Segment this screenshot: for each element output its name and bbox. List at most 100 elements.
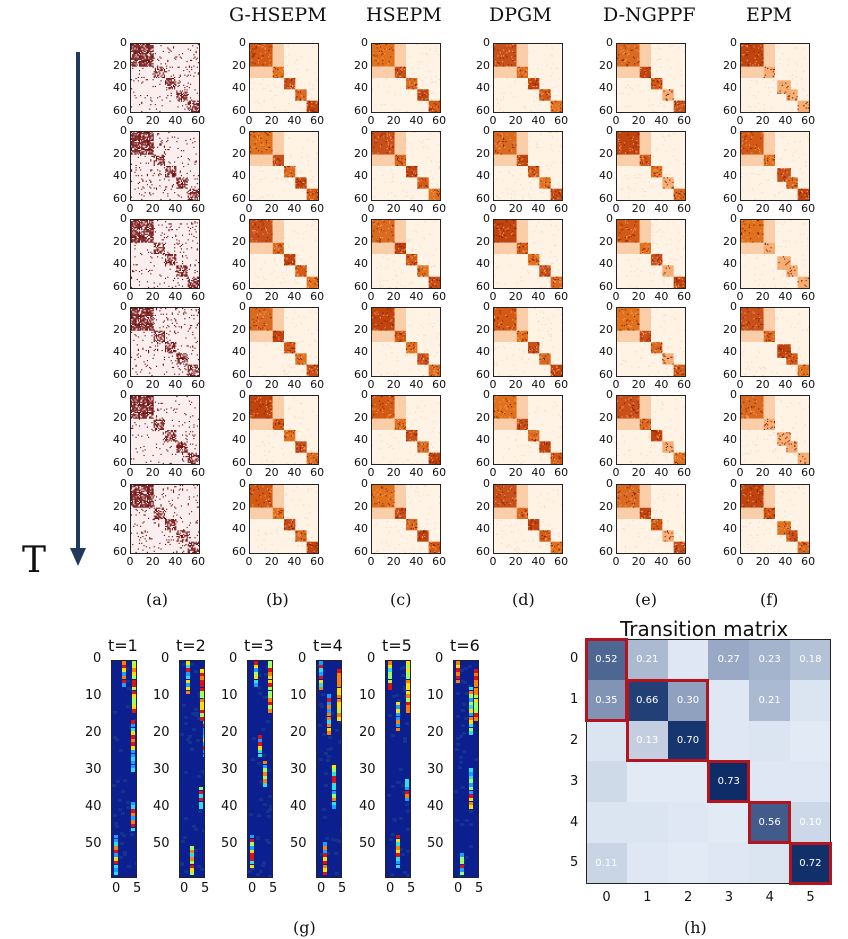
panel-y-tick: 20 [113,234,127,248]
panel-x-tick: 0 [126,555,134,568]
strip-y-tick: 30 [221,762,238,777]
panel-y-tick: 40 [476,81,490,95]
panel-y-tick: 20 [113,499,127,513]
panel-y-tick: 60 [723,456,737,470]
panel-y-tick: 40 [723,81,737,95]
panel-y-tick: 0 [606,124,613,137]
panel-x-tick: 40 [654,378,669,391]
adjacency-panel [371,43,441,113]
panel-x-tick: 20 [264,466,279,479]
panel-y-tick: 40 [232,345,246,359]
panel-x-tick: 20 [508,466,523,479]
strip-y-tick: 30 [290,762,307,777]
strip-y-tick: 40 [221,799,238,814]
strip-x-tick: 5 [133,881,142,896]
panel-y-tick: 60 [113,192,127,206]
transition-cell [708,679,750,721]
panel-x-tick: 20 [145,555,160,568]
panel-x-tick: 20 [145,290,160,303]
adjacency-panel [130,131,200,201]
panel-x-tick: 40 [778,290,793,303]
transition-cell [667,802,709,843]
panel-y-tick: 60 [599,368,613,382]
panel-x-tick: 40 [168,378,183,391]
highlight-box [748,801,791,844]
strip-y-tick: 10 [359,688,376,703]
panel-x-tick: 20 [755,466,770,479]
adjacency-panel [130,307,200,377]
strip-y-tick: 0 [93,651,102,666]
strip-y-tick: 30 [85,762,102,777]
panel-y-tick: 40 [723,345,737,359]
transition-cell [586,761,627,803]
panel-y-tick: 20 [723,499,737,513]
panel-y-tick: 0 [483,477,490,490]
panel-y-tick: 0 [120,212,127,225]
transition-cell [749,761,790,803]
strip-x-tick: 0 [248,881,257,896]
tm-x-tick: 1 [643,889,652,905]
panel-y-tick: 40 [476,433,490,447]
panel-x-tick: 0 [245,290,253,303]
column-header-hsepm: HSEPM [366,4,442,26]
strip-y-tick: 50 [290,836,307,851]
strip-x-tick: 0 [180,881,189,896]
panel-y-tick: 40 [232,81,246,95]
adjacency-panel [130,395,200,465]
panel-x-tick: 0 [736,555,744,568]
strip-y-tick: 40 [359,799,376,814]
strip-y-tick: 50 [359,836,376,851]
strip-y-tick: 20 [153,725,170,740]
panel-y-tick: 20 [599,410,613,424]
transition-cell: 0.11 [586,843,627,884]
transition-cell [790,761,831,803]
panel-y-tick: 0 [730,124,737,137]
panel-y-tick: 60 [232,192,246,206]
adjacency-panel [249,131,319,201]
strip-y-tick: 0 [367,651,376,666]
panel-y-tick: 0 [606,300,613,313]
panel-y-tick: 40 [723,169,737,183]
transition-cell: 0.21 [749,679,790,721]
panel-y-tick: 60 [232,456,246,470]
strip-y-tick: 20 [290,725,307,740]
panel-x-tick: 20 [386,555,401,568]
panel-x-tick: 40 [778,202,793,215]
adjacency-panel [493,219,563,289]
panel-x-tick: 20 [631,555,646,568]
transition-cell [586,720,627,762]
panel-y-tick: 20 [232,146,246,160]
panel-x-tick: 20 [264,555,279,568]
sublabel-e: (e) [635,590,657,609]
panel-y-tick: 40 [354,433,368,447]
panel-x-tick: 0 [245,378,253,391]
panel-y-tick: 60 [476,456,490,470]
panel-y-tick: 40 [599,257,613,271]
panel-y-tick: 20 [723,146,737,160]
panel-x-tick: 60 [432,466,447,479]
panel-x-tick: 20 [264,378,279,391]
tm-y-tick: 1 [570,692,579,708]
panel-y-tick: 0 [606,388,613,401]
panel-y-tick: 20 [354,234,368,248]
panel-y-tick: 40 [354,522,368,536]
panel-y-tick: 20 [113,58,127,72]
panel-x-tick: 0 [489,114,497,127]
panel-y-tick: 60 [723,368,737,382]
panel-y-tick: 0 [730,388,737,401]
panel-y-tick: 0 [361,124,368,137]
panel-y-tick: 40 [476,345,490,359]
highlight-box [585,638,628,722]
panel-y-tick: 40 [113,433,127,447]
panel-x-tick: 60 [310,466,325,479]
sublabel-a: (a) [146,590,169,609]
panel-y-tick: 0 [239,212,246,225]
panel-x-tick: 20 [755,378,770,391]
strip-y-tick: 20 [85,725,102,740]
panel-y-tick: 60 [354,456,368,470]
panel-y-tick: 40 [232,169,246,183]
panel-x-tick: 40 [287,114,302,127]
panel-x-tick: 40 [531,202,546,215]
strip-y-tick: 40 [85,799,102,814]
transition-cell [667,761,709,803]
